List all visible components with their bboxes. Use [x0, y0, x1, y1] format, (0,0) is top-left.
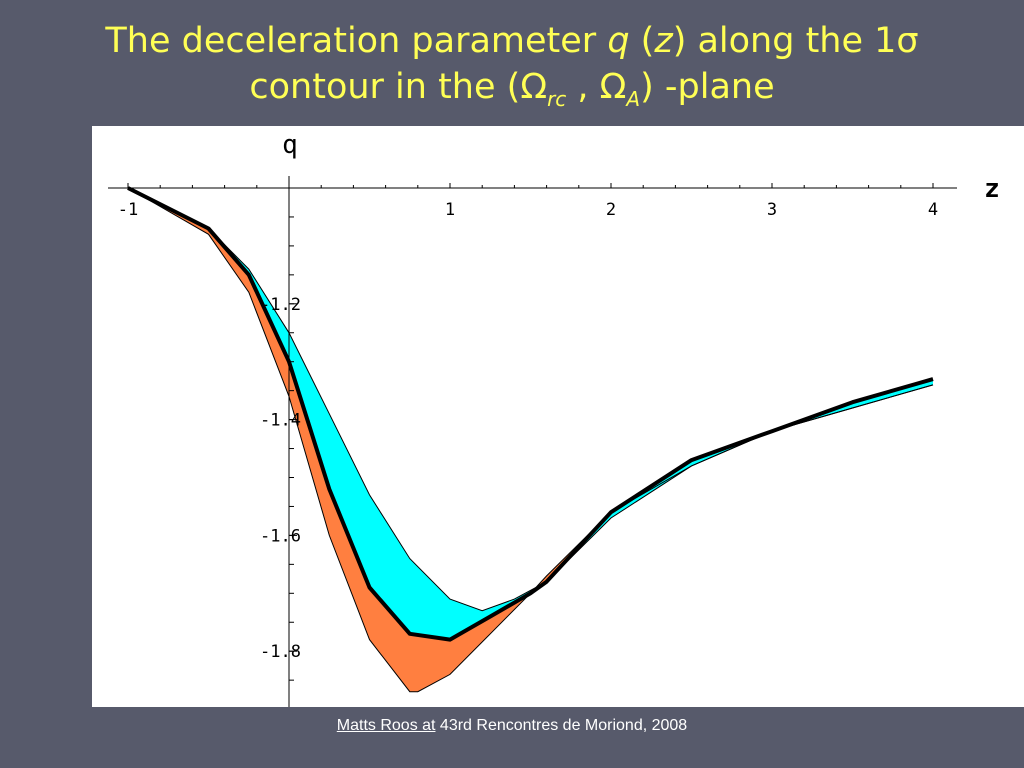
upper-boundary-line	[127, 187, 934, 612]
x-tick-label: 3	[767, 200, 777, 220]
title-text-1: The deceleration parameter	[105, 21, 608, 61]
x-axis-label: z	[984, 174, 1000, 204]
footer-author-link[interactable]: Matts Roos at	[336, 717, 436, 734]
lower-boundary-line	[127, 187, 934, 693]
bands-layer	[128, 188, 933, 692]
title-sep: ,	[566, 67, 600, 107]
y-tick-label: -1.6	[260, 526, 301, 546]
labels-layer: -1 1 2 3 4 -1.2 -1.4 -1.6 -1.8 q z	[118, 130, 1000, 662]
title-text-4: ) -plane	[640, 67, 775, 107]
title-text-3: contour in the (	[249, 67, 521, 107]
footer-event: 43rd Rencontres de Moriond, 2008	[435, 717, 688, 734]
y-tick-label: -1.8	[260, 642, 301, 662]
x-tick-label: 2	[606, 200, 616, 220]
central-curve-line	[127, 186, 934, 642]
title-sub-rc: rc	[547, 87, 567, 111]
title-line-1: The deceleration parameter q (z) along t…	[0, 18, 1024, 64]
lower-band-area	[128, 188, 933, 692]
chart-panel: -1 1 2 3 4 -1.2 -1.4 -1.6 -1.8 q z	[92, 126, 1024, 707]
curves-layer	[127, 186, 934, 693]
deceleration-chart: -1 1 2 3 4 -1.2 -1.4 -1.6 -1.8 q z	[108, 130, 1000, 707]
title-q: q	[607, 21, 630, 61]
title-z: z	[654, 21, 673, 61]
title-paren: (	[629, 21, 655, 61]
y-tick-label: -1.4	[260, 411, 301, 431]
title-sub-a: A	[626, 87, 641, 111]
slide-title: The deceleration parameter q (z) along t…	[0, 18, 1024, 122]
x-tick-label: -1	[118, 200, 138, 220]
upper-band-area	[128, 188, 933, 640]
y-axis-label: q	[282, 130, 298, 160]
x-tick-label: 1	[445, 200, 455, 220]
title-omega-rc: Ω	[520, 67, 548, 107]
axes-layer	[108, 176, 957, 707]
title-line-2: contour in the (Ωrc , ΩA) -plane	[0, 64, 1024, 122]
title-text-2: ) along the 1	[672, 21, 897, 61]
title-omega-a: Ω	[599, 67, 627, 107]
y-tick-label: -1.2	[260, 295, 301, 315]
title-sigma: σ	[896, 21, 919, 61]
footer: Matts Roos at 43rd Rencontres de Moriond…	[0, 717, 1024, 735]
x-tick-label: 4	[928, 200, 938, 220]
